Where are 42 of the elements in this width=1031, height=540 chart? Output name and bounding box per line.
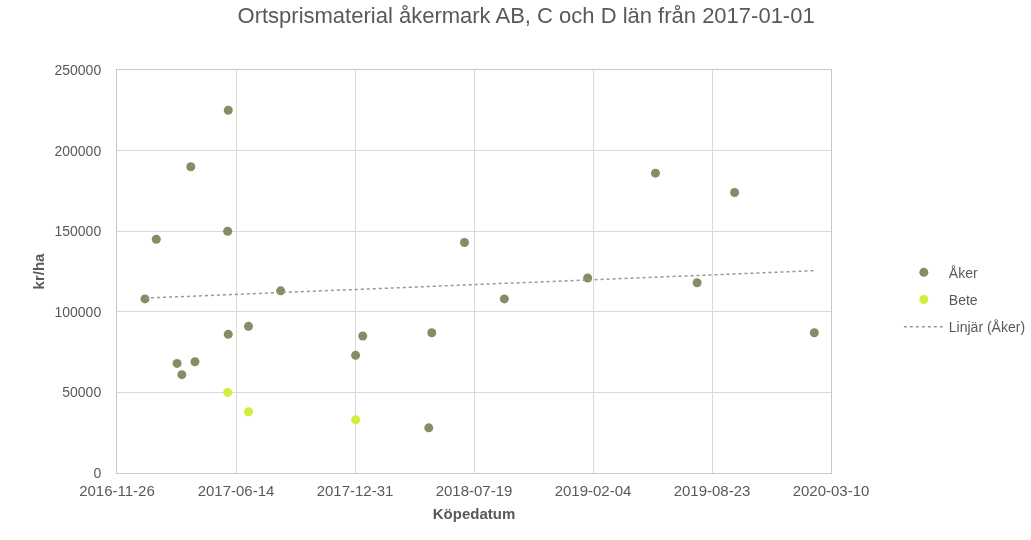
point xyxy=(459,237,469,247)
point xyxy=(223,105,233,115)
point xyxy=(186,162,196,172)
point xyxy=(244,407,253,417)
y-tick-label: 200000 xyxy=(54,142,102,159)
x-tick-label: 2017-06-14 xyxy=(197,482,275,499)
point xyxy=(730,188,740,198)
point xyxy=(650,168,660,178)
point xyxy=(358,331,368,341)
point xyxy=(223,387,233,397)
point xyxy=(151,234,161,244)
x-tick-label: 2019-02-04 xyxy=(554,482,632,499)
point xyxy=(223,226,233,236)
y-axis-title: kr/ha xyxy=(29,252,47,290)
point xyxy=(244,321,253,331)
y-tick-label: 250000 xyxy=(54,61,102,78)
point xyxy=(177,370,187,380)
y-tick-label: 50000 xyxy=(62,384,102,401)
x-tick-label: 2018-07-19 xyxy=(435,482,513,499)
legend-label: Bete xyxy=(948,291,978,308)
point xyxy=(427,328,437,338)
point xyxy=(351,350,361,360)
y-tick-label: 0 xyxy=(93,464,102,481)
x-tick-label: 2019-08-23 xyxy=(673,482,751,499)
legend-label: Åker xyxy=(948,264,978,281)
point xyxy=(223,329,233,339)
point xyxy=(424,423,434,433)
point xyxy=(351,415,361,425)
point xyxy=(692,278,702,288)
legend-label: Linjär (Åker) xyxy=(948,319,1026,336)
point xyxy=(276,286,286,296)
y-tick-label: 150000 xyxy=(54,223,102,240)
point xyxy=(190,357,200,367)
x-axis-title: Köpedatum xyxy=(432,505,516,522)
x-tick-label: 2017-12-31 xyxy=(316,482,394,499)
point xyxy=(809,328,819,338)
point xyxy=(172,358,182,368)
x-tick-label: 2016-11-26 xyxy=(79,482,155,499)
chart-title: Ortsprismaterial åkermark AB, C och D län från 2017-01-01 xyxy=(237,2,815,28)
y-tick-label: 100000 xyxy=(54,303,102,320)
point xyxy=(499,294,509,304)
x-tick-label: 2020-03-10 xyxy=(792,482,870,499)
